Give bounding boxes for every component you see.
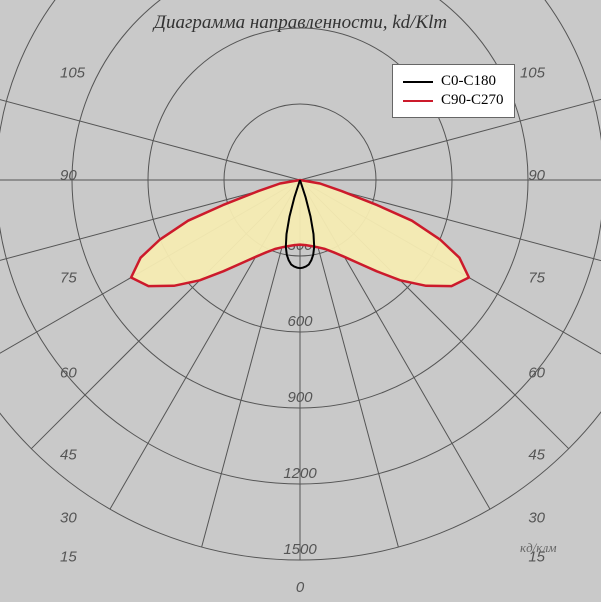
svg-text:0: 0 — [296, 579, 305, 596]
svg-text:15: 15 — [60, 549, 77, 566]
svg-text:105: 105 — [520, 65, 546, 82]
legend-item: C90-C270 — [403, 92, 504, 109]
legend-label: C90-C270 — [441, 92, 504, 109]
svg-text:600: 600 — [287, 313, 313, 330]
legend-swatch — [403, 100, 433, 102]
svg-text:75: 75 — [528, 269, 545, 286]
svg-text:90: 90 — [528, 167, 545, 184]
legend-item: C0-C180 — [403, 73, 504, 90]
unit-label: кд/клм — [520, 540, 557, 556]
svg-text:105: 105 — [60, 65, 86, 82]
svg-text:1500: 1500 — [283, 541, 317, 558]
svg-text:90: 90 — [60, 167, 77, 184]
svg-text:30: 30 — [60, 509, 77, 526]
svg-text:60: 60 — [60, 365, 77, 382]
svg-text:30: 30 — [528, 509, 545, 526]
svg-text:75: 75 — [60, 269, 77, 286]
svg-text:60: 60 — [528, 365, 545, 382]
svg-text:1200: 1200 — [283, 465, 317, 482]
svg-text:45: 45 — [60, 446, 77, 463]
legend-swatch — [403, 81, 433, 83]
legend-label: C0-C180 — [441, 73, 496, 90]
legend: C0-C180 C90-C270 — [392, 64, 515, 118]
svg-text:900: 900 — [287, 389, 313, 406]
svg-text:45: 45 — [528, 446, 545, 463]
